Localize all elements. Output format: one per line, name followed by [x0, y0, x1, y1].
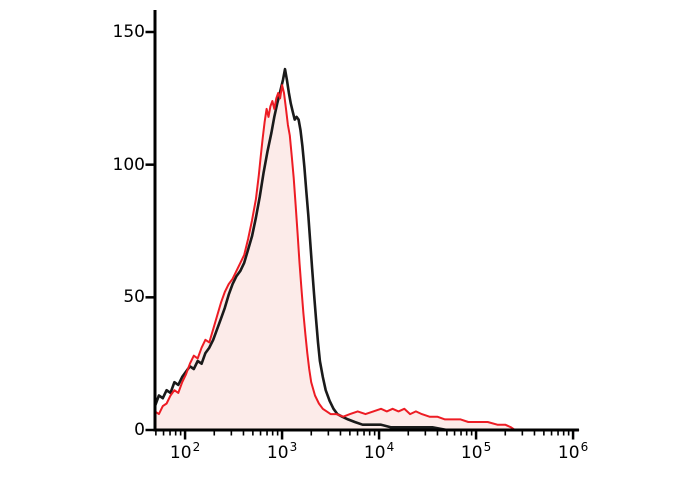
x-tick-base: 10 [169, 443, 192, 463]
x-tick-exponent: 3 [289, 440, 298, 454]
y-tick-label: 150 [112, 22, 145, 42]
x-tick-exponent: 4 [386, 440, 395, 454]
x-tick-exponent: 6 [580, 440, 589, 454]
y-axis-ticks [145, 30, 155, 432]
x-tick-label: 102 [169, 440, 201, 463]
red-histogram-fill-area [155, 85, 578, 430]
x-tick-label: 103 [266, 440, 298, 463]
y-tick-label: 50 [123, 287, 145, 308]
red-histogram-curve [154, 84, 579, 431]
x-tick-exponent: 5 [483, 440, 492, 454]
black-histogram-curve [153, 67, 580, 432]
x-tick-base: 10 [266, 443, 289, 463]
x-tick-exponent: 2 [192, 440, 201, 454]
x-tick-label: 105 [460, 440, 492, 463]
y-tick-label: 0 [134, 420, 145, 440]
y-tick-label: 100 [112, 154, 145, 175]
x-tick-label: 106 [557, 440, 589, 463]
x-tick-base: 10 [460, 443, 483, 463]
x-tick-base: 10 [557, 443, 580, 463]
x-tick-base: 10 [363, 443, 386, 463]
x-tick-label: 104 [363, 440, 395, 463]
